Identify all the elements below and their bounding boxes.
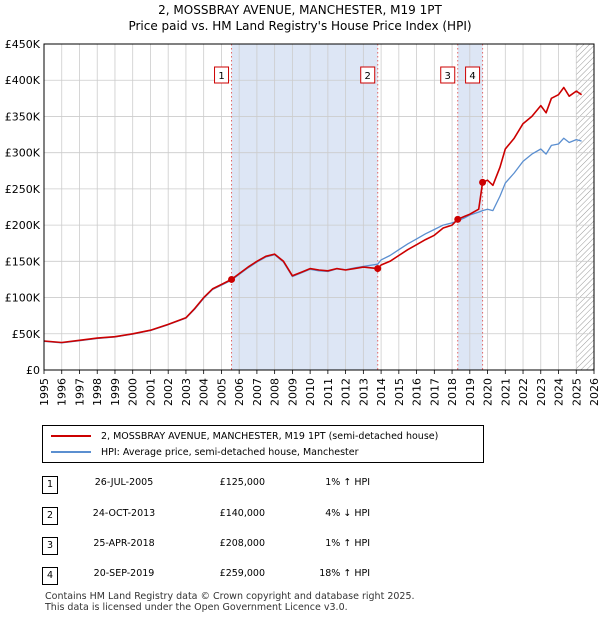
- x-tick-label: 2021: [499, 378, 512, 406]
- y-tick-label: £300K: [5, 147, 41, 160]
- x-tick-label: 2014: [375, 378, 388, 406]
- x-tick-label: 2006: [233, 378, 246, 406]
- x-tick-label: 2015: [393, 378, 406, 406]
- x-tick-label: 1998: [91, 378, 104, 406]
- transaction-date: 26-JUL-2005: [94, 477, 154, 488]
- y-tick-label: £350K: [5, 110, 41, 123]
- x-tick-label: 2008: [269, 378, 282, 406]
- x-tick-label: 2011: [322, 378, 335, 406]
- x-tick-label: 1996: [56, 378, 69, 406]
- x-tick-label: 2022: [517, 378, 530, 406]
- y-tick-label: £150K: [5, 255, 41, 268]
- marker-label: 2: [360, 66, 376, 84]
- x-tick-label: 2004: [198, 378, 211, 406]
- legend-hpi-label: HPI: Average price, semi-detached house,…: [101, 446, 359, 458]
- transaction-date: 24-OCT-2013: [92, 508, 156, 519]
- sale-point: [374, 265, 382, 273]
- transaction-date: 25-APR-2018: [93, 538, 155, 549]
- sale-point: [228, 275, 236, 283]
- transaction-price: £208,000: [219, 538, 265, 549]
- footer-copyright: Contains HM Land Registry data © Crown c…: [45, 591, 415, 602]
- sale-point: [454, 215, 462, 223]
- chart-title: 2, MOSSBRAY AVENUE, MANCHESTER, M19 1PT: [158, 3, 442, 17]
- x-tick-label: 2003: [180, 378, 193, 406]
- x-tick-label: 2018: [446, 378, 459, 406]
- forecast-hatch: [576, 44, 594, 370]
- x-tick-label: 2026: [588, 378, 600, 406]
- y-tick-label: £250K: [5, 183, 41, 196]
- x-tick-label: 2013: [357, 378, 370, 406]
- price-chart: 1995 1996 1997 1998 1999 2000 2001 2002 2003 2004…: [5, 38, 600, 406]
- sale-point: [479, 178, 487, 186]
- transaction-row: 3 25-APR-2018 £208,000 1% ↑ HPI: [0, 537, 600, 557]
- transaction-row: 4 20-SEP-2019 £259,000 18% ↑ HPI: [0, 567, 600, 587]
- marker-label: 1: [214, 66, 230, 84]
- x-tick-label: 2012: [340, 378, 353, 406]
- transaction-row: 1 26-JUL-2005 £125,000 1% ↑ HPI: [0, 476, 600, 496]
- y-tick-label: £0: [26, 364, 40, 377]
- marker-label-text: 3: [445, 71, 451, 82]
- marker-label-box: [214, 66, 230, 84]
- marker-label-box: [360, 66, 376, 84]
- x-tick-label: 2025: [570, 378, 583, 406]
- legend-property-line: [51, 435, 91, 437]
- x-tick-label: 2019: [464, 378, 477, 406]
- marker-label-box: [465, 66, 481, 84]
- x-tick-label: 2009: [286, 378, 299, 406]
- transaction-hpi: 1% ↑ HPI: [325, 477, 370, 488]
- x-tick-label: 1999: [109, 378, 122, 406]
- y-tick-label: £50K: [12, 328, 41, 341]
- marker-label: 4: [465, 66, 481, 84]
- plot-frame: [43, 43, 595, 371]
- transaction-price: £259,000: [219, 568, 265, 579]
- marker-label-text: 4: [469, 71, 475, 82]
- x-tick-label: 2023: [535, 378, 548, 406]
- marker-label-text: 1: [218, 71, 224, 82]
- legend: 2, MOSSBRAY AVENUE, MANCHESTER, M19 1PT …: [42, 425, 484, 463]
- x-tick-label: 2002: [162, 378, 175, 406]
- legend-property-label: 2, MOSSBRAY AVENUE, MANCHESTER, M19 1PT …: [101, 430, 439, 442]
- transaction-price: £125,000: [219, 477, 265, 488]
- transaction-number: 2: [42, 507, 58, 525]
- x-tick-label: 2017: [428, 378, 441, 406]
- marker-label-box: [440, 66, 456, 84]
- footer-licence: This data is licensed under the Open Gov…: [45, 602, 348, 613]
- y-tick-label: £200K: [5, 219, 41, 232]
- x-tick-label: 2010: [304, 378, 317, 406]
- transaction-hpi: 1% ↑ HPI: [325, 538, 370, 549]
- transaction-number: 4: [42, 567, 58, 585]
- chart-subtitle: Price paid vs. HM Land Registry's House …: [128, 19, 472, 33]
- x-tick-label: 2005: [215, 378, 228, 406]
- transaction-number: 3: [42, 537, 58, 555]
- transaction-number: 1: [42, 476, 58, 494]
- transaction-hpi: 4% ↓ HPI: [325, 508, 370, 519]
- x-tick-label: 2000: [127, 378, 140, 406]
- transaction-hpi: 18% ↑ HPI: [319, 568, 370, 579]
- x-tick-label: 2024: [553, 378, 566, 406]
- transaction-price: £140,000: [219, 508, 265, 519]
- y-tick-label: £100K: [5, 292, 41, 305]
- x-tick-label: 1995: [38, 378, 51, 406]
- y-tick-label: £400K: [5, 74, 41, 87]
- transaction-date: 20-SEP-2019: [93, 568, 155, 579]
- x-tick-label: 2016: [411, 378, 424, 406]
- y-tick-label: £450K: [5, 38, 41, 51]
- x-tick-label: 2020: [482, 378, 495, 406]
- x-tick-label: 2001: [144, 378, 157, 406]
- x-tick-label: 2007: [251, 378, 264, 406]
- shaded-range: [231, 44, 378, 370]
- legend-hpi-line: [51, 451, 91, 453]
- marker-label-text: 2: [365, 71, 371, 82]
- marker-label: 3: [440, 66, 456, 84]
- transaction-row: 2 24-OCT-2013 £140,000 4% ↓ HPI: [0, 507, 600, 527]
- x-tick-label: 1997: [73, 378, 86, 406]
